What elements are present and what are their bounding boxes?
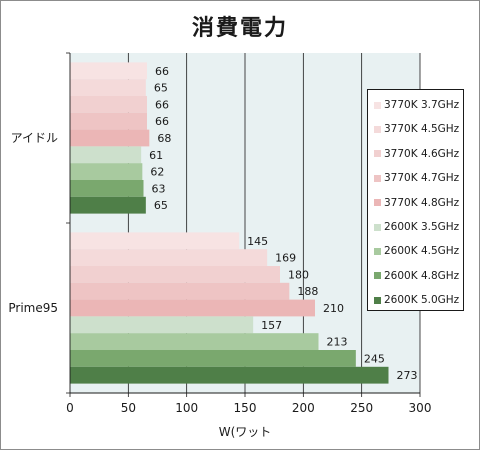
bar <box>70 196 146 214</box>
bar <box>70 249 268 266</box>
x-tick-label: 250 <box>350 401 373 415</box>
legend-entry: 3770K 4.8GHz <box>374 196 459 210</box>
bar-data-label: 273 <box>397 369 418 382</box>
bar-data-label: 61 <box>149 149 163 162</box>
x-tick-label: 200 <box>292 401 315 415</box>
legend-swatch <box>374 174 381 182</box>
bar <box>70 180 144 197</box>
category-label: Prime95 <box>8 301 58 315</box>
legend-entry: 3770K 4.7GHz <box>374 171 459 185</box>
bar <box>70 282 290 300</box>
legend-label: 3770K 4.8GHz <box>384 196 460 209</box>
bar-data-label: 66 <box>155 115 169 128</box>
legend-swatch <box>374 296 381 304</box>
legend-entry: 2600K 4.8GHz <box>374 269 459 283</box>
category-label: アイドル <box>11 131 58 145</box>
bar-data-label: 180 <box>288 268 309 281</box>
bar <box>70 316 254 334</box>
legend-swatch <box>374 247 381 255</box>
bar-data-label: 169 <box>275 252 296 265</box>
x-axis-label: W(ワット <box>218 425 272 439</box>
legend-label: 3770K 4.5GHz <box>384 123 460 136</box>
bar <box>70 146 142 164</box>
legend-entry: 2600K 5.0GHz <box>374 293 459 307</box>
legend-swatch <box>374 125 381 133</box>
x-tick-label: 100 <box>175 401 198 415</box>
legend-swatch <box>374 223 381 231</box>
bar-data-label: 66 <box>155 98 169 111</box>
bar <box>70 366 389 384</box>
legend-swatch <box>374 150 381 158</box>
bar-data-label: 157 <box>261 319 282 332</box>
legend-label: 3770K 3.7GHz <box>384 99 460 111</box>
bar <box>70 163 143 180</box>
legend-label: 2600K 4.8GHz <box>384 269 460 282</box>
bar <box>70 266 280 283</box>
bar-data-label: 188 <box>297 285 318 298</box>
legend-label: 3770K 4.6GHz <box>384 147 460 160</box>
legend-label: 3770K 4.7GHz <box>384 172 460 185</box>
legend-swatch <box>374 101 381 109</box>
bar <box>70 232 240 250</box>
bar-data-label: 63 <box>152 182 166 195</box>
legend-entry: 3770K 3.7GHz <box>374 98 459 112</box>
x-tick-label: 300 <box>409 401 432 415</box>
bar <box>70 79 146 96</box>
bar-data-label: 245 <box>364 352 385 365</box>
bar-data-label: 68 <box>157 132 171 145</box>
bar-data-label: 213 <box>327 336 348 349</box>
chart-legend: 3770K 3.7GHz 3770K 4.5GHz 3770K 4.6GHz 3770… <box>367 89 464 311</box>
bar <box>70 333 319 350</box>
bar <box>70 96 147 113</box>
bar-data-label: 210 <box>323 302 344 315</box>
bar-data-label: 145 <box>247 235 268 248</box>
bar-data-label: 66 <box>155 65 169 78</box>
chart-title: 消費電力 <box>191 16 288 41</box>
legend-label: 2600K 3.5GHz <box>384 221 460 233</box>
bar-data-label: 65 <box>154 199 168 212</box>
bar <box>70 350 356 367</box>
x-tick-label: 50 <box>121 401 136 415</box>
legend-entry: 3770K 4.6GHz <box>374 147 459 161</box>
x-tick-label: 150 <box>234 401 257 415</box>
legend-entry: 3770K 4.5GHz <box>374 122 459 136</box>
bar-data-label: 65 <box>154 82 168 95</box>
legend-label: 2600K 4.5GHz <box>384 245 460 258</box>
bar <box>70 62 147 80</box>
legend-swatch <box>374 272 381 280</box>
bar <box>70 129 150 147</box>
legend-entry: 2600K 4.5GHz <box>374 244 459 258</box>
legend-entry: 2600K 3.5GHz <box>374 220 459 234</box>
bar-data-label: 62 <box>150 166 164 179</box>
bar <box>70 112 147 130</box>
legend-label: 2600K 5.0GHz <box>384 294 460 307</box>
bar <box>70 299 315 317</box>
x-tick-label: 0 <box>66 401 74 415</box>
legend-swatch <box>374 199 381 207</box>
